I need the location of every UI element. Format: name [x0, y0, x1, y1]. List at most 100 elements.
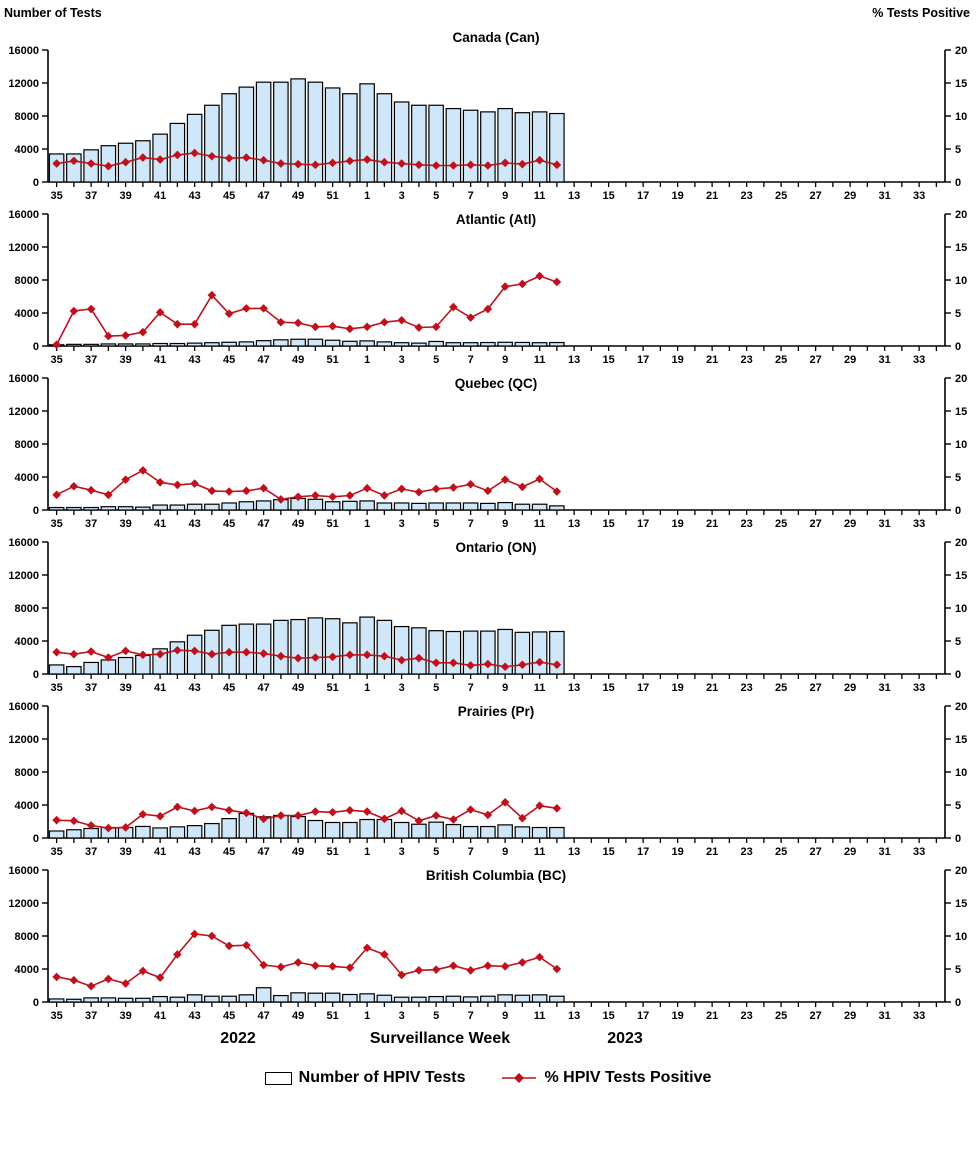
positivity-marker: [86, 647, 96, 656]
svg-text:35: 35: [51, 1010, 63, 1022]
panel-title: British Columbia (BC): [426, 868, 566, 883]
positivity-marker: [52, 490, 61, 500]
svg-text:49: 49: [292, 354, 304, 366]
test-bar: [152, 504, 168, 511]
positivity-marker: [190, 929, 199, 939]
svg-text:43: 43: [189, 846, 201, 858]
svg-text:25: 25: [775, 190, 787, 202]
svg-text:41: 41: [154, 354, 166, 366]
svg-text:35: 35: [51, 190, 63, 202]
test-bar: [428, 995, 444, 1003]
svg-text:0: 0: [33, 505, 39, 517]
svg-text:45: 45: [223, 682, 235, 694]
test-bar: [393, 502, 410, 511]
svg-text:12000: 12000: [8, 406, 39, 418]
tests-bars: [48, 987, 565, 1003]
test-bar: [255, 340, 272, 347]
x-axis: 35 37 39 41 43 45 47 49 51 1 3 5 7 9 11 13 15 17 19 21 23 25 2…: [48, 673, 945, 694]
test-bar: [342, 340, 358, 347]
y-axis-left: 0 4000 8000 12000 16000: [8, 373, 49, 517]
positivity-marker: [311, 491, 320, 500]
positivity-marker: [414, 487, 424, 497]
panel-title: Prairies (Pr): [458, 704, 535, 719]
test-bar: [152, 342, 168, 347]
positivity-marker: [121, 823, 130, 832]
svg-text:45: 45: [223, 846, 235, 858]
svg-text:9: 9: [502, 518, 508, 530]
positivity-marker: [293, 318, 303, 328]
positivity-line: [52, 148, 562, 171]
positivity-marker: [69, 649, 79, 659]
svg-text:31: 31: [879, 518, 891, 530]
svg-text:15: 15: [955, 570, 967, 582]
positivity-marker: [345, 650, 355, 660]
positivity-marker: [466, 661, 475, 670]
svg-text:19: 19: [672, 1010, 684, 1022]
svg-text:21: 21: [706, 518, 718, 530]
test-bar: [428, 340, 444, 347]
positivity-marker: [466, 313, 475, 322]
svg-text:7: 7: [468, 518, 474, 530]
svg-text:33: 33: [913, 354, 925, 366]
positivity-marker: [69, 481, 79, 491]
svg-text:13: 13: [568, 846, 580, 858]
svg-text:49: 49: [292, 518, 304, 530]
positivity-marker: [328, 158, 337, 168]
positivity-marker: [224, 805, 234, 815]
svg-text:20: 20: [955, 45, 967, 57]
svg-text:31: 31: [879, 1010, 891, 1022]
positivity-marker: [311, 160, 320, 170]
svg-text:37: 37: [85, 518, 97, 530]
svg-text:39: 39: [120, 518, 132, 530]
test-bar: [393, 342, 410, 347]
positivity-marker: [518, 813, 527, 823]
test-bar: [204, 104, 220, 183]
test-bar: [531, 994, 548, 1003]
test-bar: [100, 659, 117, 675]
positivity-marker: [69, 816, 79, 826]
svg-text:1: 1: [364, 354, 370, 366]
svg-text:12000: 12000: [8, 242, 39, 254]
test-bar: [342, 622, 358, 675]
svg-text:8000: 8000: [15, 439, 39, 451]
right-axis-title: % Tests Positive: [872, 6, 970, 20]
positivity-marker: [276, 962, 286, 972]
svg-text:16000: 16000: [8, 209, 39, 221]
positivity-marker: [414, 160, 424, 170]
test-bar: [48, 664, 65, 675]
svg-text:0: 0: [955, 997, 961, 1009]
test-bar: [83, 827, 99, 839]
positivity-marker: [431, 811, 441, 820]
test-bar: [204, 822, 220, 839]
svg-text:4000: 4000: [15, 636, 39, 648]
svg-text:12000: 12000: [8, 78, 39, 90]
test-bar: [514, 826, 531, 839]
svg-text:0: 0: [955, 341, 961, 353]
positivity-marker: [86, 485, 96, 495]
svg-text:5: 5: [955, 800, 961, 812]
test-bar: [238, 501, 255, 511]
svg-text:31: 31: [879, 846, 891, 858]
test-bar: [497, 824, 513, 839]
svg-text:0: 0: [955, 177, 961, 189]
positivity-marker: [483, 161, 493, 170]
test-bar: [428, 821, 444, 839]
test-bar: [273, 339, 289, 347]
svg-text:15: 15: [603, 190, 615, 202]
positivity-marker: [483, 961, 493, 970]
svg-text:51: 51: [327, 354, 339, 366]
test-bar: [462, 109, 479, 183]
svg-text:10: 10: [955, 111, 967, 123]
positivity-marker: [414, 323, 424, 332]
svg-text:19: 19: [672, 846, 684, 858]
positivity-marker: [173, 950, 182, 959]
test-bar: [359, 616, 375, 675]
test-bar: [273, 619, 289, 675]
test-bar: [514, 994, 531, 1003]
svg-text:8000: 8000: [15, 931, 39, 943]
test-bar: [376, 619, 393, 675]
positivity-marker: [52, 340, 61, 349]
test-bar: [411, 502, 427, 511]
svg-text:25: 25: [775, 354, 787, 366]
y-axis-right: 0 5 10 15 20: [944, 45, 967, 189]
